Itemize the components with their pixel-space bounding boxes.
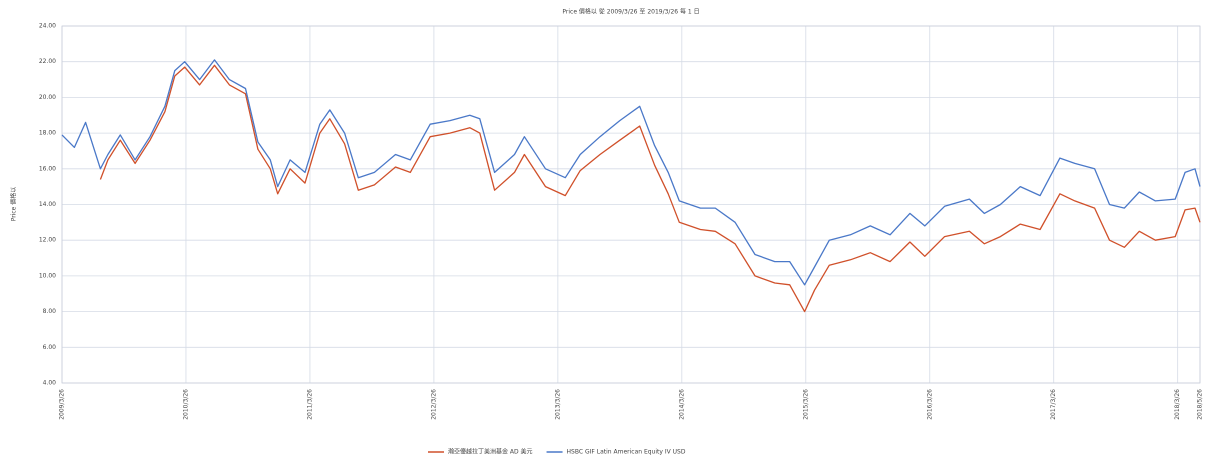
y-tick-label: 8.00 bbox=[43, 308, 57, 315]
series-line bbox=[99, 64, 1201, 313]
y-tick-label: 24.00 bbox=[39, 23, 56, 30]
y-tick-label: 12.00 bbox=[39, 237, 56, 244]
x-tick-label: 2011/3/26 bbox=[306, 389, 313, 420]
y-tick-label: 6.00 bbox=[43, 344, 57, 351]
x-tick-label: 2018/5/26 bbox=[1197, 389, 1204, 420]
y-tick-label: 14.00 bbox=[39, 201, 56, 208]
y-tick-label: 16.00 bbox=[39, 165, 56, 172]
y-tick-label: 20.00 bbox=[39, 94, 56, 101]
x-tick-label: 2010/3/26 bbox=[182, 389, 189, 420]
y-axis-label: Price 價格以 bbox=[10, 187, 18, 222]
y-tick-label: 10.00 bbox=[39, 272, 56, 279]
legend-label: HSBC GIF Latin American Equity IV USD bbox=[567, 449, 686, 456]
legend-label: 瀚亞優越拉丁美洲基金 AD 美元 bbox=[448, 448, 533, 456]
y-tick-label: 18.00 bbox=[39, 130, 56, 137]
x-tick-label: 2015/3/26 bbox=[802, 389, 809, 420]
x-tick-label: 2017/3/26 bbox=[1050, 389, 1057, 420]
x-tick-label: 2012/3/26 bbox=[430, 389, 437, 420]
y-tick-label: 4.00 bbox=[43, 380, 57, 387]
chart-title: Price 價格以 從 2009/3/26 至 2019/3/26 每 1 日 bbox=[562, 8, 699, 16]
x-tick-label: 2009/3/26 bbox=[59, 389, 66, 420]
x-tick-label: 2014/3/26 bbox=[678, 389, 685, 420]
x-tick-label: 2016/3/26 bbox=[926, 389, 933, 420]
series-line bbox=[61, 59, 1201, 286]
x-tick-label: 2013/3/26 bbox=[554, 389, 561, 420]
y-tick-label: 22.00 bbox=[39, 58, 56, 65]
x-tick-label: 2018/3/26 bbox=[1174, 389, 1181, 420]
plot-frame bbox=[61, 25, 1201, 384]
